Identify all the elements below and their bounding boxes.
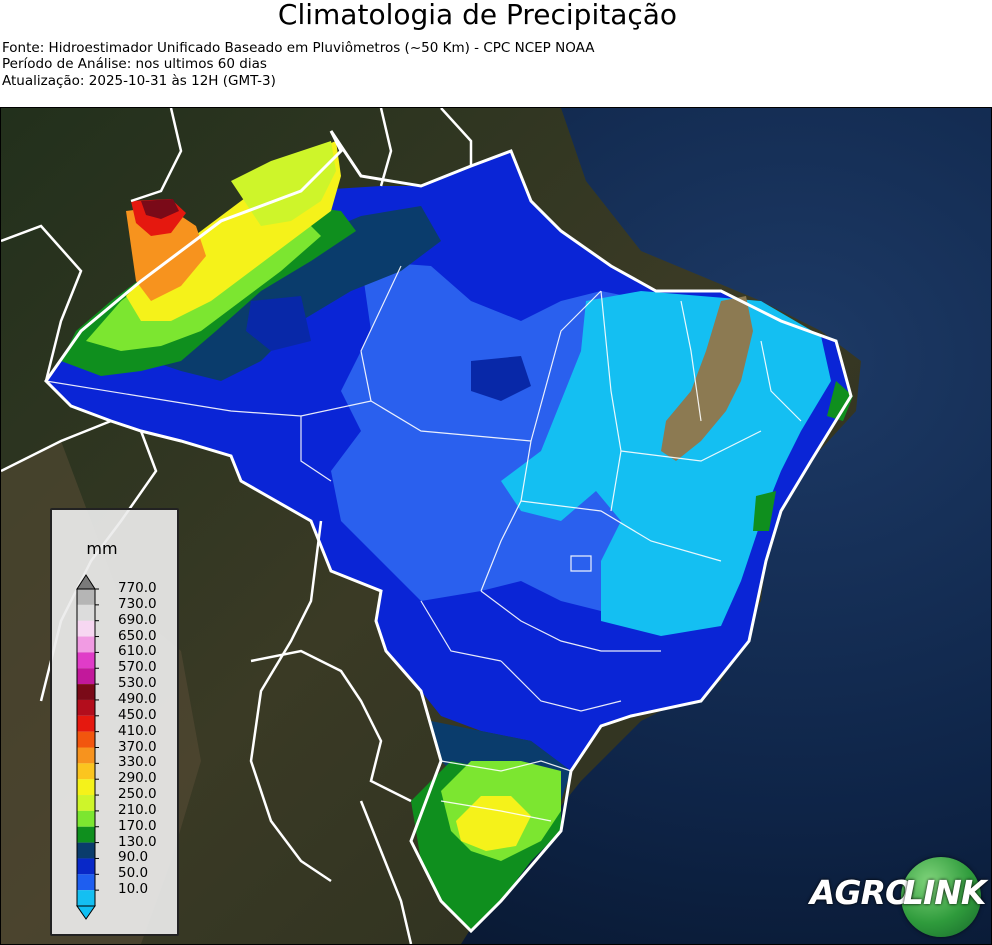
- precip-navy-band: [151, 206, 441, 381]
- period-text: Período de Análise: nos ultimos 60 dias: [2, 56, 267, 72]
- colorbar-segment: [77, 858, 95, 875]
- legend-tick-label: 250.0: [118, 786, 157, 803]
- legend-tick-label: 130.0: [118, 833, 157, 850]
- colorbar: [76, 574, 99, 920]
- legend-tick-label: 490.0: [118, 690, 157, 707]
- logo-text-agro: AGRO: [810, 873, 913, 912]
- legend: mm 770.0 730.0 690.0 650.0 610.0 570.0 530.0 49…: [50, 508, 179, 936]
- legend-tick-label: 10.0: [118, 881, 149, 898]
- colorbar-top-arrow: [76, 574, 96, 590]
- colorbar-outline: [76, 588, 96, 907]
- brazil-outline: [44, 130, 853, 934]
- precip-lime-nw: [231, 141, 336, 226]
- legend-tick-label: 770.0: [118, 580, 157, 596]
- colorbar-segment: [77, 652, 95, 669]
- colorbar-segment: [77, 731, 95, 748]
- logo-text-link: LINK: [903, 873, 987, 912]
- legend-tick-label: 410.0: [118, 722, 157, 739]
- colorbar-segment: [77, 763, 95, 780]
- legend-tick-label: 370.0: [118, 738, 157, 755]
- colorbar-segment: [77, 842, 95, 859]
- colorbar-segment: [77, 826, 95, 843]
- source-text: Fonte: Hidroestimador Unificado Baseado …: [2, 40, 595, 56]
- legend-tick-label: 730.0: [118, 595, 157, 612]
- logo-circle: [901, 857, 981, 937]
- colorbar-segment: [77, 874, 95, 891]
- colorbar-segment: [77, 779, 95, 796]
- precip-coast-green-2: [753, 491, 776, 531]
- colorbar-segment: [77, 810, 95, 827]
- legend-tick-label: 570.0: [118, 659, 157, 676]
- legend-tick-label: 210.0: [118, 801, 157, 818]
- legend-tick-label: 170.0: [118, 817, 157, 834]
- legend-tick-label: 90.0: [118, 849, 149, 866]
- precip-coast-green: [827, 381, 853, 421]
- colorbar-segment: [77, 699, 95, 716]
- colorbar-segment: [77, 684, 95, 700]
- legend-tick-label: 450.0: [118, 706, 157, 723]
- colorbar-segment: [77, 636, 95, 653]
- legend-tick-label: 610.0: [118, 643, 157, 660]
- legend-tick-label: 530.0: [118, 675, 157, 692]
- legend-tick-label: 650.0: [118, 627, 157, 644]
- colorbar-segment: [77, 715, 95, 732]
- precip-dark-patch-1: [471, 356, 531, 401]
- legend-tick-label: 690.0: [118, 611, 157, 628]
- legend-tick-label: 330.0: [118, 754, 157, 771]
- colorbar-segment: [77, 604, 95, 621]
- legend-unit: mm: [86, 539, 118, 558]
- state-borders: [45, 265, 802, 822]
- legend-tick-label: 50.0: [118, 865, 149, 882]
- dry-area-northeast: [661, 296, 753, 461]
- colorbar-bottom-arrow: [76, 905, 96, 920]
- colorbar-segment: [77, 795, 95, 811]
- colorbar-segment: [77, 747, 95, 764]
- precip-south-yellow: [456, 796, 531, 851]
- colorbar-segment: [77, 620, 95, 637]
- colorbar-segment: [77, 668, 95, 685]
- map-title: Climatologia de Precipitação: [277, 0, 678, 31]
- precip-cyan: [501, 291, 831, 636]
- colorbar-segment: [77, 890, 95, 906]
- update-text: Atualização: 2025-10-31 às 12H (GMT-3): [2, 73, 276, 89]
- precip-darkred-nw: [141, 199, 179, 219]
- agrolink-logo: AGRO LINK: [806, 855, 987, 937]
- legend-tick-label: 290.0: [118, 770, 157, 787]
- precip-dark-patch-2: [246, 296, 311, 351]
- colorbar-segment: [77, 589, 95, 605]
